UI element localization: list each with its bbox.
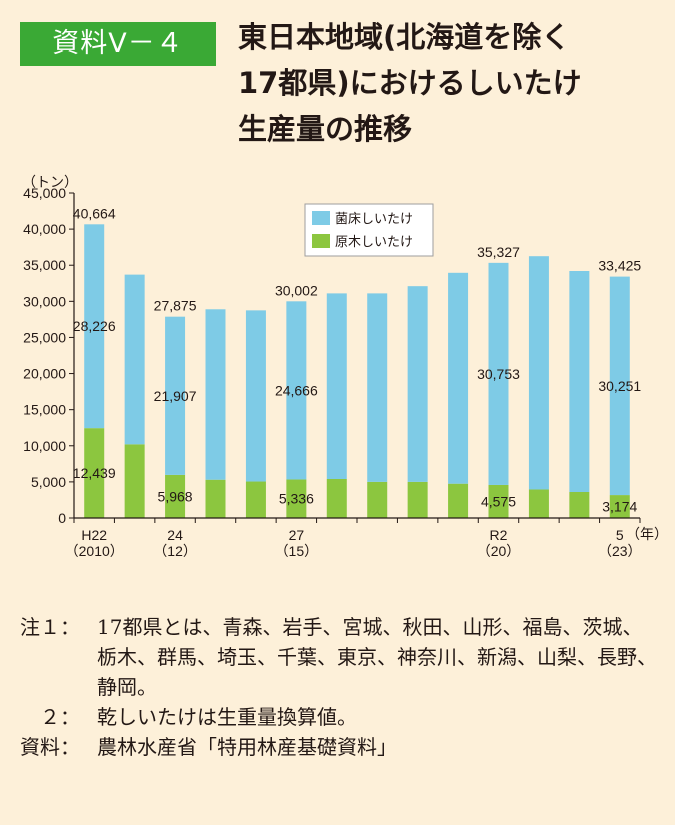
notes: 注１： 17都県とは、青森、岩手、宮城、秋田、山形、福島、茨城、栃木、群馬、埼玉… [20,612,660,762]
bar-kinsho [286,301,307,480]
note-2-key: ２： [20,705,80,729]
bar-kinsho [205,309,226,480]
y-tick-label: 45,000 [23,185,66,201]
chart-title-line-3: 生産量の推移 [238,112,413,146]
legend-swatch-genboku [312,234,330,248]
y-tick-label: 10,000 [23,438,66,454]
x-axis-unit-label: （年） [626,526,668,542]
x-tick-sublabel: （12） [153,543,197,559]
y-tick-label: 5,000 [31,474,66,490]
legend-label-genboku: 原木しいたけ [335,235,413,250]
x-tick-label: R2 [490,527,508,543]
y-axis-ticks: 0 5,000 10,000 15,000 20,000 25,000 30,000 35,0… [23,185,74,526]
source-text: 農林水産省「特用林産基礎資料」 [97,735,397,759]
x-tick-label: 24 [167,527,183,543]
total-value-label: 35,327 [477,244,520,260]
bar-genboku [205,479,226,518]
y-tick-label: 25,000 [23,329,66,345]
bar-kinsho [245,310,266,482]
source-key: 資料： [20,735,80,759]
kinsho-value-label: 21,907 [154,388,197,404]
bar-genboku [448,483,469,518]
bars [84,224,630,518]
bar-kinsho [609,276,630,496]
bar-genboku [367,481,388,518]
x-tick-label: H22 [81,527,107,543]
total-value-label: 40,664 [73,205,116,221]
bar-kinsho [448,272,469,484]
x-tick-label: 27 [289,527,305,543]
bar-kinsho [367,293,388,482]
x-axis-ticks: H22（2010） 24（12） 27（15） R2（20） 5（23） [65,518,642,559]
genboku-value-label: 3,174 [602,499,637,515]
data-labels: 40,664 28,226 12,439 27,875 21,907 5,968 30,00… [73,205,642,514]
figure-number-badge: 資料Ⅴ－４ [20,22,216,66]
kinsho-value-label: 30,251 [598,378,641,394]
note-1-key: 注１： [20,615,80,639]
stacked-bar-chart: （トン） （年） 0 5,000 10,000 15,000 20,000 25,000 3… [22,174,668,559]
genboku-value-label: 12,439 [73,465,116,481]
bar-genboku [245,481,266,518]
x-tick-sublabel: （23） [598,543,642,559]
kinsho-value-label: 24,666 [275,382,318,398]
total-value-label: 27,875 [154,298,197,314]
bar-kinsho [326,293,347,479]
legend: 菌床しいたけ 原木しいたけ [304,203,434,257]
bar-genboku [124,444,145,518]
y-tick-label: 20,000 [23,366,66,382]
note-2-text: 乾しいたけは生重量換算値。 [97,705,357,729]
x-tick-sublabel: （2010） [65,543,124,559]
bar-kinsho [569,271,590,492]
bar-kinsho [165,316,186,475]
bar-genboku [84,428,105,518]
genboku-value-label: 5,336 [279,491,314,507]
genboku-value-label: 5,968 [158,488,193,504]
bar-genboku [569,492,590,518]
bar-kinsho [124,274,145,445]
bar-genboku [286,479,307,518]
bar-kinsho [84,224,105,429]
y-axis-unit-label: （トン） [22,174,78,190]
legend-label-kinsho: 菌床しいたけ [335,212,413,227]
chart-title-line-2: 17都県)におけるしいたけ [238,66,582,100]
y-tick-label: 35,000 [23,257,66,273]
y-tick-label: 40,000 [23,221,66,237]
chart-title: 東日本地域(北海道を除く 17都県)におけるしいたけ 生産量の推移 [238,14,658,152]
x-tick-sublabel: （15） [275,543,319,559]
bar-genboku [528,489,549,518]
bar-kinsho [528,256,549,490]
bar-genboku [326,479,347,518]
y-tick-label: 0 [58,510,66,526]
total-value-label: 33,425 [598,258,641,274]
bar-kinsho [407,286,428,482]
kinsho-value-label: 30,753 [477,366,520,382]
kinsho-value-label: 28,226 [73,318,116,334]
y-tick-label: 15,000 [23,402,66,418]
x-tick-sublabel: （20） [477,543,521,559]
note-1: 注１： 17都県とは、青森、岩手、宮城、秋田、山形、福島、茨城、栃木、群馬、埼玉… [20,612,660,702]
note-2: ２： 乾しいたけは生重量換算値。 [20,702,660,732]
bar-genboku [488,484,509,518]
bar-genboku [609,495,630,518]
legend-swatch-kinsho [312,211,330,225]
bar-genboku [165,474,186,518]
y-tick-label: 30,000 [23,293,66,309]
genboku-value-label: 4,575 [481,493,516,509]
total-value-label: 30,002 [275,282,318,298]
source-note: 資料： 農林水産省「特用林産基礎資料」 [20,732,660,762]
note-1-text: 17都県とは、青森、岩手、宮城、秋田、山形、福島、茨城、栃木、群馬、埼玉、千葉、… [97,615,657,699]
bar-kinsho [488,262,509,485]
x-tick-label: 5 [616,527,624,543]
chart-title-line-1: 東日本地域(北海道を除く [238,20,571,54]
bar-genboku [407,481,428,518]
